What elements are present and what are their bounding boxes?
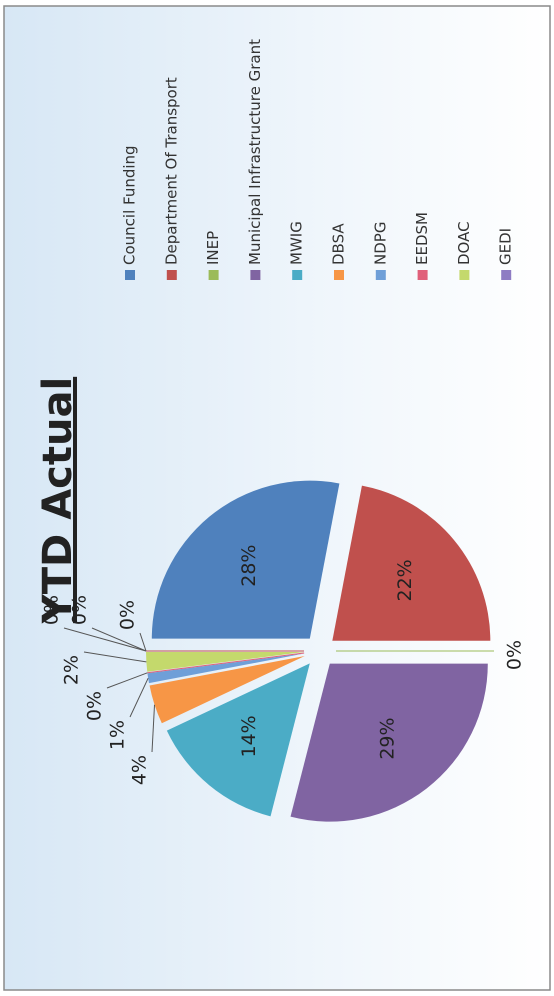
legend-label: Department Of Transport <box>162 77 180 265</box>
data-label: 0% <box>41 595 63 625</box>
data-label: 1% <box>107 720 129 750</box>
legend-swatch <box>334 270 344 280</box>
legend-swatch <box>208 270 219 280</box>
legend-swatch <box>417 270 428 280</box>
legend-swatch <box>125 270 135 280</box>
data-label: 0% <box>504 640 526 670</box>
legend-label: INEP <box>204 231 222 265</box>
pie-slice <box>147 653 305 684</box>
legend-label: DBSA <box>330 223 348 265</box>
leader-line <box>129 678 149 718</box>
data-label: 0% <box>69 595 91 625</box>
legend-label: DOAC <box>455 221 473 265</box>
leader-line <box>106 672 148 689</box>
pie-slice <box>332 485 491 641</box>
legend-label: NDPG <box>371 222 389 265</box>
legend-label: GEDI <box>497 228 515 265</box>
legend-swatch <box>459 270 470 280</box>
legend-swatch <box>501 270 512 280</box>
legend-label: Municipal Infrastructure Grant <box>246 39 264 265</box>
legend-label: EEDSM <box>413 212 431 265</box>
legend-label: MWIG <box>288 221 306 265</box>
legend-swatch <box>166 270 177 280</box>
chart-title: YTD Actual <box>35 377 81 624</box>
legend-swatch <box>250 270 261 280</box>
rotated-chart: YTD Actual 28% 22%0%29%14%4%1%0%2%0% 0% 0%C… <box>3 5 551 991</box>
data-label: 28% <box>238 545 260 587</box>
leader-line <box>63 627 147 652</box>
data-label: 0% <box>84 691 106 721</box>
pie-slice <box>146 652 305 672</box>
pie-slice <box>166 663 310 817</box>
leader-line <box>91 627 147 652</box>
leader-line <box>139 632 147 652</box>
data-label: 29% <box>376 717 398 759</box>
legend-label: Council Funding <box>121 145 139 265</box>
legend-swatch <box>375 270 386 280</box>
leader-line <box>151 704 156 753</box>
pie-slice <box>147 652 305 674</box>
data-label: 2% <box>61 655 83 685</box>
data-label: 14% <box>238 715 260 757</box>
data-label: 22% <box>394 559 416 601</box>
pie-slice <box>290 663 488 822</box>
pie-slice <box>149 655 305 724</box>
data-label: 0% <box>117 600 139 630</box>
leader-line <box>83 651 147 663</box>
pie-slice <box>151 480 340 639</box>
data-label: 4% <box>129 755 151 785</box>
legend-swatch <box>292 270 303 280</box>
